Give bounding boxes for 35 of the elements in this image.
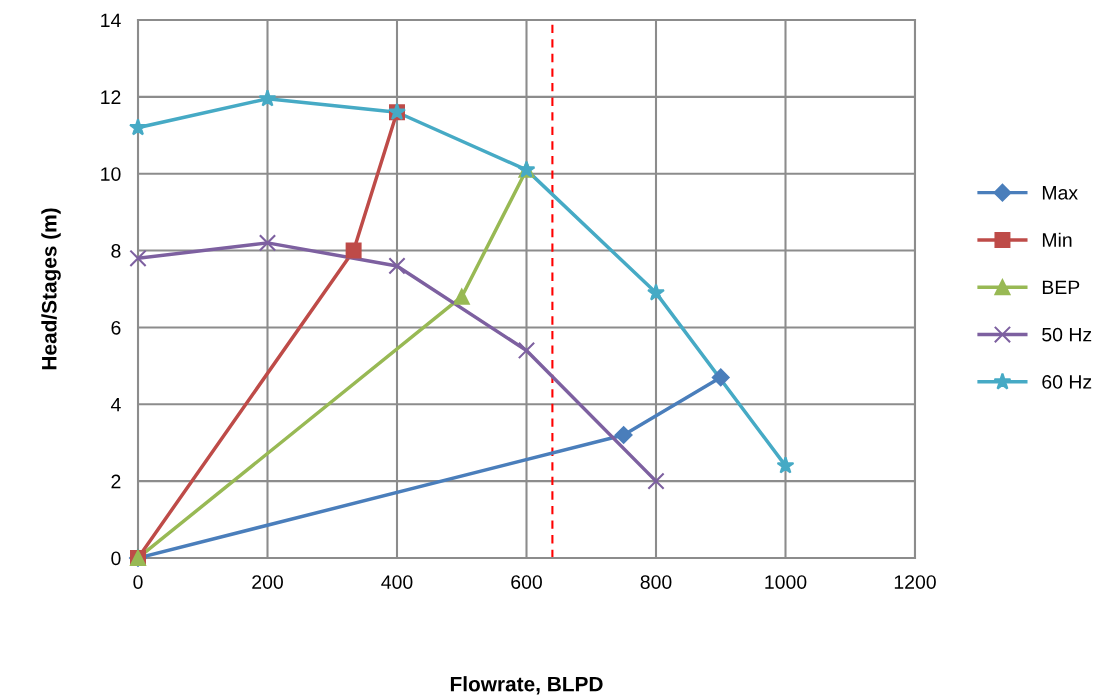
point [345,242,362,259]
legend-label: 50 Hz [1042,327,1092,342]
y-tick-label: 4 [110,397,121,412]
point [129,249,147,267]
y-tick-label: 10 [101,167,121,181]
x-tick-label: 200 [252,575,283,589]
legend-label: Max [1042,186,1078,200]
point [647,472,665,490]
y-tick-label: 12 [101,90,121,104]
y-axis-title: Head/Stages (m) [41,208,61,370]
y-tick-label: 14 [101,13,121,28]
point [258,234,277,252]
x-tick-label: 0 [133,575,143,589]
x-tick-label: 1000 [765,575,807,589]
point [453,288,470,305]
y-tick-label: 8 [111,244,121,258]
point [776,456,795,474]
y-tick-label: 0 [111,551,121,566]
x-tick-label: 1200 [894,575,936,589]
legend-label: BEP [1042,280,1080,295]
point [129,118,147,136]
point [517,341,536,360]
legend-label: 60 Hz [1042,375,1092,389]
point [258,89,277,107]
x-axis-title: Flowrate, BLPD [450,676,603,695]
x-tick-label: 800 [640,575,672,589]
x-tick-label: 600 [511,575,542,589]
legend-label: Min [1042,232,1072,247]
y-tick-label: 6 [111,320,121,335]
y-tick-label: 2 [111,474,121,489]
point [614,426,633,444]
point [647,283,665,301]
x-tick-label: 400 [381,575,413,589]
point [711,368,730,387]
point [388,257,406,275]
